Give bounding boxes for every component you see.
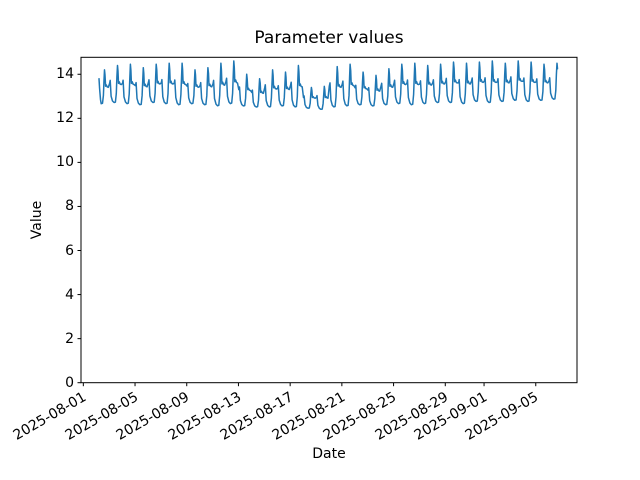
y-tick-label: 2 <box>65 330 74 347</box>
y-tick-label: 0 <box>65 374 74 391</box>
y-axis-label: Value <box>29 200 45 240</box>
y-tick-label: 12 <box>56 110 74 127</box>
y-tick-label: 10 <box>56 154 74 171</box>
y-tick-label: 4 <box>65 286 74 303</box>
y-tick-label: 14 <box>56 66 74 83</box>
x-axis-label: Date <box>312 446 346 462</box>
axes-spines <box>80 56 578 384</box>
chart-title: Parameter values <box>254 28 404 48</box>
y-tick-label: 6 <box>65 242 74 259</box>
data-line <box>98 60 559 111</box>
y-tick-label: 8 <box>65 198 74 215</box>
